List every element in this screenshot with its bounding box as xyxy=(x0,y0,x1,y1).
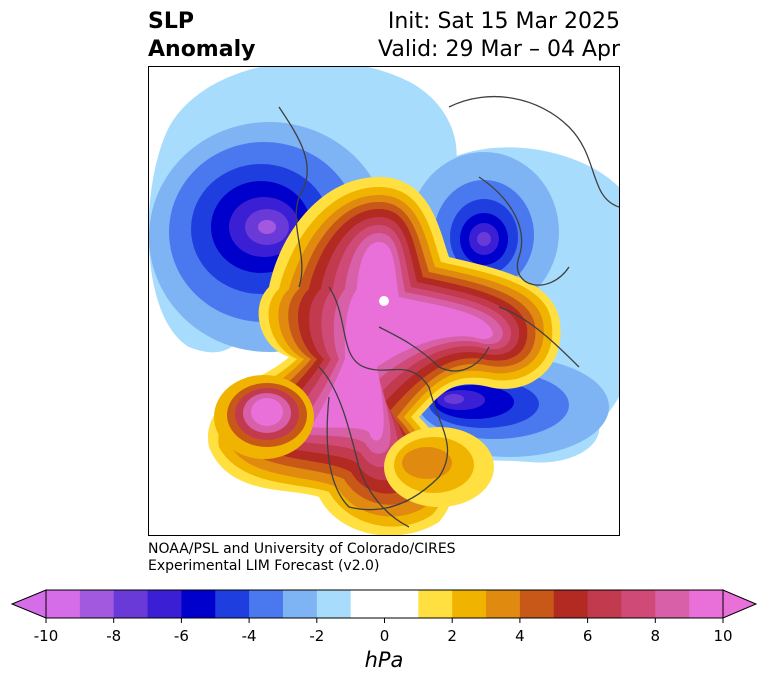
colorbar-cell xyxy=(553,590,589,618)
colorbar-cell xyxy=(181,590,216,618)
title-right: Init: Sat 15 Mar 2025 Valid: 29 Mar – 04… xyxy=(378,8,620,64)
coastlines xyxy=(278,95,619,528)
colorbar xyxy=(10,589,758,623)
title-variable: SLP xyxy=(148,9,194,34)
colorbar-tick-label: 8 xyxy=(650,627,661,645)
colorbar-tick-label: -6 xyxy=(173,627,189,645)
colorbar-cell xyxy=(655,590,690,618)
colorbar-cell xyxy=(46,590,81,618)
colorbar-tick-label: 10 xyxy=(713,627,733,645)
title-type: Anomaly xyxy=(148,37,256,62)
colorbar-unit: hPa xyxy=(364,648,404,672)
colorbar-tick-label: 2 xyxy=(447,627,457,645)
colorbar-cell xyxy=(215,590,250,618)
colorbar-tick-label: 0 xyxy=(379,627,390,645)
colorbar-cell xyxy=(316,590,352,618)
colorbar-cell xyxy=(350,590,385,618)
colorbar-tick-label: -4 xyxy=(241,627,257,645)
positive-anomaly-field xyxy=(208,177,561,535)
colorbar-tick-label: 4 xyxy=(515,627,525,645)
colorbar-cell xyxy=(621,590,656,618)
colorbar-cell xyxy=(519,590,555,618)
colorbar-tick-label: 6 xyxy=(582,627,593,645)
credit-line-2: Experimental LIM Forecast (v2.0) xyxy=(148,558,380,574)
valid-range: Valid: 29 Mar – 04 Apr xyxy=(378,37,620,62)
credit: NOAA/PSL and University of Colorado/CIRE… xyxy=(148,541,456,575)
colorbar-cell xyxy=(486,590,521,618)
map-panel xyxy=(148,66,620,536)
colorbar-cell xyxy=(249,590,284,618)
credit-line-1: NOAA/PSL and University of Colorado/CIRE… xyxy=(148,541,456,557)
init-date: Init: Sat 15 Mar 2025 xyxy=(387,9,620,34)
colorbar-cell xyxy=(79,590,115,618)
colorbar-cell xyxy=(113,590,149,618)
colorbar-cell xyxy=(384,590,419,618)
colorbar-cell xyxy=(452,590,487,618)
colorbar-tick-label: -10 xyxy=(33,627,59,645)
colorbar-cell xyxy=(147,590,182,618)
colorbar-cell xyxy=(282,590,318,618)
colorbar-cell xyxy=(418,590,453,618)
colorbar-cell xyxy=(689,590,724,618)
colorbar-extend-high xyxy=(722,589,758,619)
title-left: SLP Anomaly xyxy=(148,8,255,64)
anomaly-map xyxy=(149,67,619,535)
colorbar-cell xyxy=(587,590,622,618)
colorbar-extend-low xyxy=(10,589,47,619)
colorbar-tick-label: -8 xyxy=(106,627,122,645)
colorbar-tick-label: -2 xyxy=(309,627,325,645)
